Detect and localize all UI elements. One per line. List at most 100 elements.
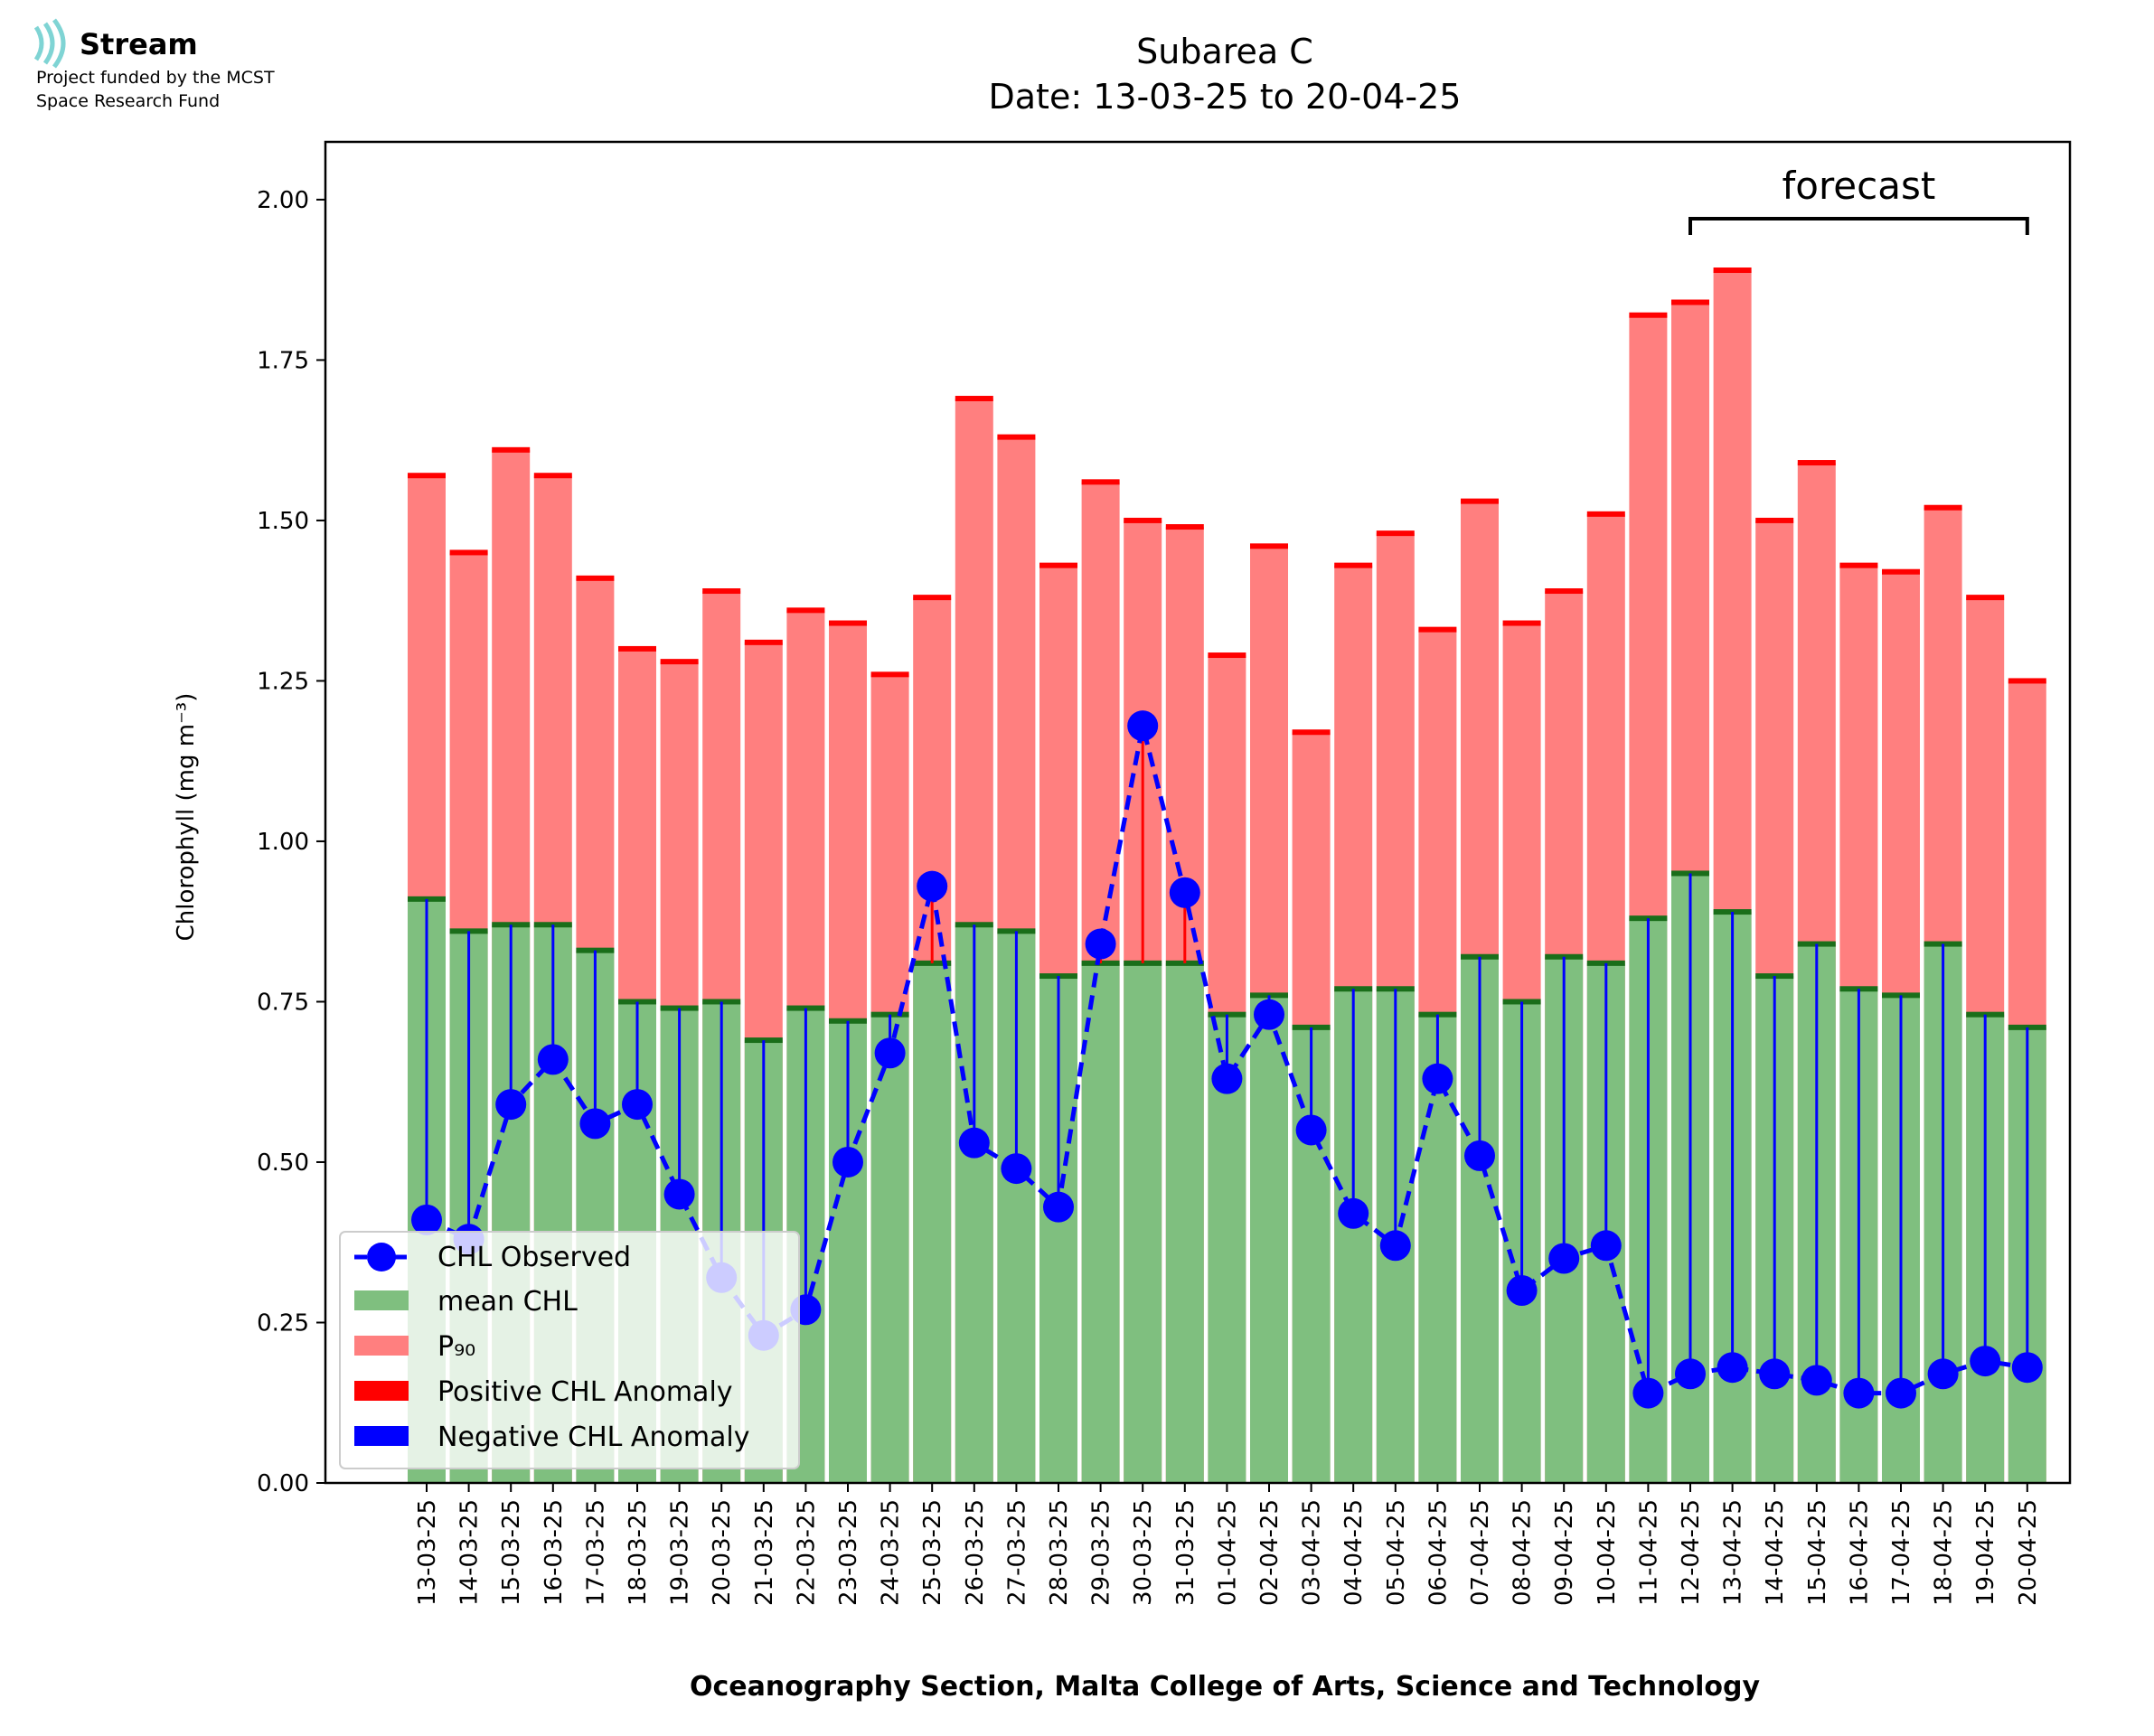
observed-point <box>1127 710 1159 742</box>
observed-point <box>1675 1358 1706 1390</box>
p90-cap <box>533 473 572 479</box>
x-tick-label: 09-04-25 <box>1551 1499 1578 1606</box>
x-tick-label: 19-04-25 <box>1972 1499 1999 1606</box>
mean-bar <box>1124 962 1162 1483</box>
x-tick-label: 02-04-25 <box>1256 1499 1284 1606</box>
p90-cap <box>660 659 699 665</box>
forecast-label: forecast <box>1782 164 1935 208</box>
p90-cap <box>1461 498 1499 504</box>
mean-cap <box>533 922 572 928</box>
p90-cap <box>2008 678 2046 684</box>
p90-cap <box>1545 588 1584 595</box>
legend-frame <box>339 1231 800 1469</box>
p90-cap <box>1755 517 1794 523</box>
observed-layer <box>411 710 2043 1409</box>
x-tick-label: 15-04-25 <box>1804 1499 1831 1606</box>
x-tick-label: 12-04-25 <box>1678 1499 1705 1606</box>
observed-point <box>1717 1352 1748 1384</box>
legend-item-p90: P₉₀ <box>354 1331 475 1363</box>
mean-cap <box>492 922 531 928</box>
x-tick-label: 04-04-25 <box>1340 1499 1368 1606</box>
observed-point <box>832 1146 863 1178</box>
observed-point <box>1801 1365 1832 1396</box>
p90-cap <box>1334 562 1373 568</box>
legend-label-observed: CHL Observed <box>437 1242 631 1273</box>
p90-cap <box>1924 504 1962 511</box>
observed-point <box>917 870 948 902</box>
observed-point <box>1295 1114 1327 1146</box>
y-axis-label: Chlorophyll (mg m⁻³) <box>173 693 200 942</box>
legend-label-p90: P₉₀ <box>437 1331 475 1363</box>
observed-point <box>1843 1377 1875 1409</box>
x-tick-label: 28-03-25 <box>1046 1499 1073 1606</box>
x-tick-label: 10-04-25 <box>1594 1499 1621 1606</box>
legend-label-negative: Negative CHL Anomaly <box>437 1422 750 1453</box>
observed-point <box>958 1127 990 1159</box>
x-tick-label: 13-03-25 <box>414 1499 441 1606</box>
observed-point <box>1886 1377 1916 1409</box>
observed-point <box>579 1108 611 1140</box>
x-tick-label: 27-03-25 <box>1003 1499 1030 1606</box>
y-tick-label: 2.00 <box>257 187 309 214</box>
p90-cap <box>913 595 952 601</box>
x-tick-label: 22-03-25 <box>793 1499 820 1606</box>
x-tick-label: 11-04-25 <box>1635 1499 1662 1606</box>
p90-cap <box>1966 595 2005 601</box>
x-tick-label: 01-04-25 <box>1214 1499 1241 1606</box>
x-tick-label: 21-03-25 <box>751 1499 778 1606</box>
x-tick-label: 07-04-25 <box>1467 1499 1494 1606</box>
x-tick-label: 16-04-25 <box>1846 1499 1873 1606</box>
logo-line1: Project funded by the MCST <box>36 68 275 88</box>
x-tick-label: 31-03-25 <box>1172 1499 1199 1606</box>
axes-layer: 13-03-25 14-03-25 15-03-25 16-03-25 17-03-25… <box>257 140 2072 1606</box>
observed-point <box>537 1044 569 1075</box>
legend-item-observed: CHL Observed <box>354 1242 631 1273</box>
observed-point <box>411 1204 442 1235</box>
observed-point <box>1169 877 1200 908</box>
observed-point <box>874 1037 906 1069</box>
p90-cap <box>1124 517 1162 523</box>
observed-point <box>1254 999 1284 1030</box>
y-tick-label: 0.75 <box>257 989 309 1016</box>
p90-cap <box>449 549 488 556</box>
p90-cap <box>744 639 783 645</box>
p90-cap <box>1250 543 1288 549</box>
mean-bar <box>1165 962 1204 1483</box>
observed-point <box>663 1178 695 1210</box>
p90-cap <box>1671 299 1709 305</box>
observed-point <box>1632 1377 1664 1409</box>
x-tick-label: 14-03-25 <box>456 1499 484 1606</box>
observed-point <box>1043 1191 1074 1223</box>
chart-title: Subarea C <box>1136 32 1313 71</box>
x-tick-label: 14-04-25 <box>1762 1499 1789 1606</box>
logo-line2: Space Research Fund <box>36 91 220 111</box>
p90-cap <box>1039 562 1077 568</box>
y-tick-label: 0.25 <box>257 1309 309 1337</box>
y-tick-label: 1.00 <box>257 829 309 856</box>
x-tick-label: 20-04-25 <box>2015 1499 2042 1606</box>
p90-cap <box>1502 620 1541 626</box>
legend-item-positive: Positive CHL Anomaly <box>354 1376 733 1408</box>
y-tick-label: 1.25 <box>257 668 309 695</box>
legend-label-mean: mean CHL <box>437 1286 578 1318</box>
observed-point <box>495 1089 527 1121</box>
p90-cap <box>955 396 993 402</box>
p90-cap <box>1586 511 1625 517</box>
x-tick-label: 30-03-25 <box>1130 1499 1157 1606</box>
legend-item-mean: mean CHL <box>354 1286 578 1318</box>
wave-icon <box>33 18 66 69</box>
mean-bar <box>1081 962 1120 1483</box>
p90-cap <box>1418 626 1457 633</box>
forecast-bracket <box>1688 217 2029 235</box>
observed-point <box>1970 1346 2001 1377</box>
x-axis-label: Oceanography Section, Malta College of A… <box>690 1671 1761 1703</box>
p90-cap <box>997 434 1036 440</box>
observed-point <box>1506 1274 1538 1306</box>
p90-cap <box>702 588 741 595</box>
p90-cap <box>1376 530 1415 537</box>
x-tick-label: 20-03-25 <box>709 1499 736 1606</box>
x-tick-label: 16-03-25 <box>541 1499 568 1606</box>
logo-name: Stream <box>80 27 198 61</box>
x-tick-label: 13-04-25 <box>1720 1499 1747 1606</box>
